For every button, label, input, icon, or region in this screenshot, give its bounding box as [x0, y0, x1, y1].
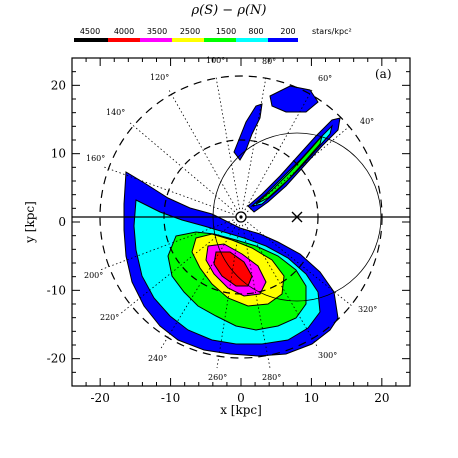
angle-label-200: 200°	[84, 271, 103, 280]
y-tick-label: 20	[51, 78, 66, 92]
colorbar-swatch-2500	[172, 38, 204, 42]
x-tick-label: 10	[304, 391, 319, 405]
angle-label-260: 260°	[208, 373, 227, 382]
y-tick-label: 10	[51, 147, 66, 161]
x-tick-label: 20	[374, 391, 389, 405]
galactic-center-marker	[235, 211, 247, 223]
ray-140	[128, 121, 242, 218]
axis-ticks: -20 -10 0 10 20 -20 -10 0 10 20	[47, 58, 410, 405]
y-tick-label: -10	[47, 283, 66, 297]
colorbar-swatch-4000	[108, 38, 140, 42]
region-1500-north-spur-60	[255, 135, 323, 205]
region-200-north-spur-80	[233, 103, 263, 161]
ray-280	[240, 216, 271, 369]
ray-60	[240, 89, 313, 218]
colorbar-label-4500: 4500	[80, 27, 100, 36]
ray-260	[216, 216, 242, 369]
colorbar-label-3500: 3500	[147, 27, 167, 36]
x-tick-label: -10	[161, 391, 180, 405]
colorbar-label-200: 200	[280, 27, 295, 36]
angle-label-140: 140°	[106, 108, 125, 117]
ray-220	[119, 216, 242, 315]
x-tick-label: -20	[91, 391, 110, 405]
region-200-north-blob	[269, 85, 319, 113]
angle-label-160: 160°	[86, 154, 105, 163]
colorbar-swatch-1500	[204, 38, 236, 42]
ray-160	[103, 166, 242, 218]
colorbar-swatch-3500	[140, 38, 172, 42]
density-map	[72, 75, 410, 369]
x-tick-label: 0	[237, 391, 245, 405]
angle-label-240: 240°	[148, 354, 167, 363]
colorbar-unit: stars/kpc²	[312, 27, 352, 36]
colorbar-swatch-200	[268, 38, 298, 42]
angle-label-320: 320°	[358, 305, 377, 314]
angle-label-280: 280°	[262, 373, 281, 382]
y-tick-label: -20	[47, 352, 66, 366]
ray-120	[168, 89, 242, 218]
colorbar-swatch-800	[236, 38, 268, 42]
region-800-north-spur-60	[250, 124, 333, 207]
angle-label-120: 120°	[150, 73, 169, 82]
colorbar-label-800: 800	[248, 27, 263, 36]
colorbar-label-1500: 1500	[216, 27, 236, 36]
sun-marker	[291, 211, 303, 223]
ray-200	[99, 216, 242, 271]
colorbar-label-4000: 4000	[114, 27, 134, 36]
y-tick-label: 0	[58, 215, 66, 229]
colorbar: 4500 4000 3500 2500 1500 800 200 stars/k…	[74, 27, 352, 42]
ray-300	[240, 216, 319, 349]
panel-label: (a)	[375, 67, 392, 81]
radial-rays	[99, 76, 353, 369]
chart-title: ρ(S) − ρ(N)	[190, 3, 266, 18]
x-axis-label: x [kpc]	[220, 403, 262, 417]
angle-label-100: 100°	[206, 56, 225, 65]
angle-label-300: 300°	[318, 351, 337, 360]
angle-label-220: 220°	[100, 313, 119, 322]
y-axis-label: y [kpc]	[23, 201, 37, 244]
colorbar-label-2500: 2500	[180, 27, 200, 36]
colorbar-swatch-4500	[74, 38, 108, 42]
angle-label-60: 60°	[318, 74, 332, 83]
angle-label-40: 40°	[360, 117, 374, 126]
